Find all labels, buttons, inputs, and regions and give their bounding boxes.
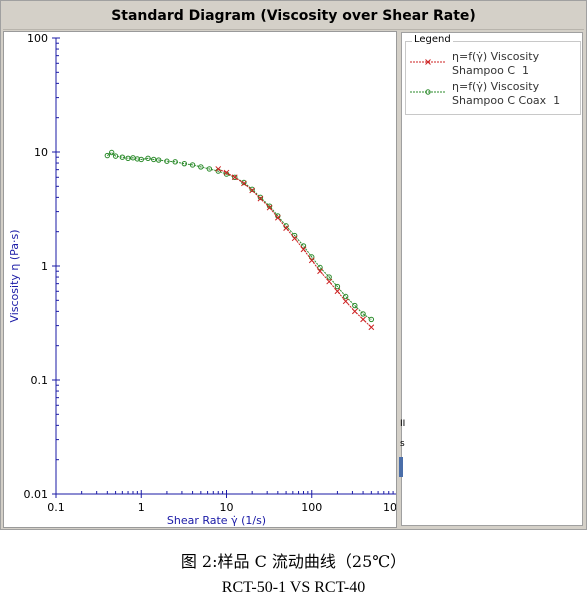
data-point: [125, 155, 131, 162]
data-point: [266, 204, 273, 211]
data-point: [351, 308, 358, 315]
legend-panel: Legend η=f(γ̇) Viscosity Shampoo C 1 η=f…: [401, 32, 583, 526]
x-tick-label: 0.1: [47, 501, 65, 514]
data-point: [223, 169, 230, 176]
data-point: [198, 164, 204, 170]
legend-label-shampoo-c-coax: η=f(γ̇) Viscosity Shampoo C Coax 1: [452, 80, 561, 107]
data-point: [181, 160, 188, 167]
data-point: [108, 149, 115, 156]
data-point: [145, 155, 151, 162]
partial-text-1: II: [400, 419, 406, 429]
data-point: [300, 246, 307, 253]
y-tick-label: 0.01: [24, 488, 49, 501]
data-point: [283, 225, 289, 231]
series-line: [107, 151, 372, 320]
partial-button[interactable]: [399, 457, 403, 477]
x-axis-label: Shear Rate γ̇ (1/s): [167, 514, 266, 527]
data-point: [241, 180, 247, 187]
data-point: [334, 283, 341, 290]
data-point: [368, 316, 375, 323]
legend-label-shampoo-c: η=f(γ̇) Viscosity Shampoo C 1: [452, 50, 540, 77]
y-tick-label: 0.1: [31, 374, 49, 387]
data-point: [360, 311, 366, 317]
data-point: [257, 195, 264, 202]
data-point: [112, 153, 119, 159]
y-tick-label: 10: [34, 146, 48, 159]
series-shampoo-c: [215, 166, 375, 331]
figure-subcaption: RCT-50-1 VS RCT-40: [221, 579, 366, 596]
y-tick-label: 100: [27, 32, 48, 45]
y-tick-label: 1: [41, 260, 48, 273]
data-point: [342, 298, 349, 305]
data-point: [308, 257, 315, 264]
data-point: [231, 174, 238, 181]
data-point: [155, 157, 162, 163]
x-tick-label: 10: [220, 501, 234, 514]
data-point: [309, 254, 315, 260]
rheology-window: Standard Diagram (Viscosity over Shear R…: [0, 0, 587, 530]
data-point: [368, 324, 375, 331]
data-point: [257, 194, 264, 201]
partially-hidden-panel: II s: [399, 411, 409, 481]
data-point: [360, 316, 366, 323]
data-point: [249, 186, 255, 193]
legend-entry-shampoo-c[interactable]: η=f(γ̇) Viscosity Shampoo C 1: [408, 50, 580, 80]
data-point: [164, 158, 170, 164]
data-point: [274, 214, 281, 221]
data-point: [206, 166, 213, 172]
data-point: [189, 162, 196, 168]
data-point: [352, 302, 358, 309]
legend-marker: [425, 59, 431, 65]
legend-caption: Legend: [412, 34, 453, 45]
data-point: [326, 278, 333, 285]
legend-swatch-circle: [410, 89, 446, 95]
figure-caption: 图 2:样品 C 流动曲线（25℃）: [180, 552, 407, 571]
data-point: [326, 274, 332, 280]
data-point: [317, 268, 323, 275]
legend-swatch-cross: [410, 59, 446, 65]
x-tick-label: 1: [138, 501, 145, 514]
legend-marker: [425, 89, 431, 95]
data-point: [172, 159, 178, 165]
data-point: [151, 156, 157, 163]
data-point: [291, 235, 298, 242]
data-point: [232, 174, 238, 180]
data-point: [138, 156, 144, 163]
diagram-title: Standard Diagram (Viscosity over Shear R…: [3, 3, 584, 30]
legend-entry-shampoo-c-coax[interactable]: η=f(γ̇) Viscosity Shampoo C Coax 1: [408, 80, 580, 110]
data-point: [342, 293, 349, 300]
data-point: [104, 152, 111, 159]
partial-text-2: s: [400, 439, 405, 449]
legend-box: Legend η=f(γ̇) Viscosity Shampoo C 1 η=f…: [405, 34, 581, 115]
data-point: [249, 187, 256, 194]
y-axis-label: Viscosity η (Pa·s): [8, 229, 21, 322]
x-tick-label: 100: [301, 501, 322, 514]
series-shampoo-c-coax: [104, 149, 375, 323]
data-point: [119, 154, 126, 160]
data-point: [334, 288, 341, 295]
data-point: [215, 166, 222, 172]
